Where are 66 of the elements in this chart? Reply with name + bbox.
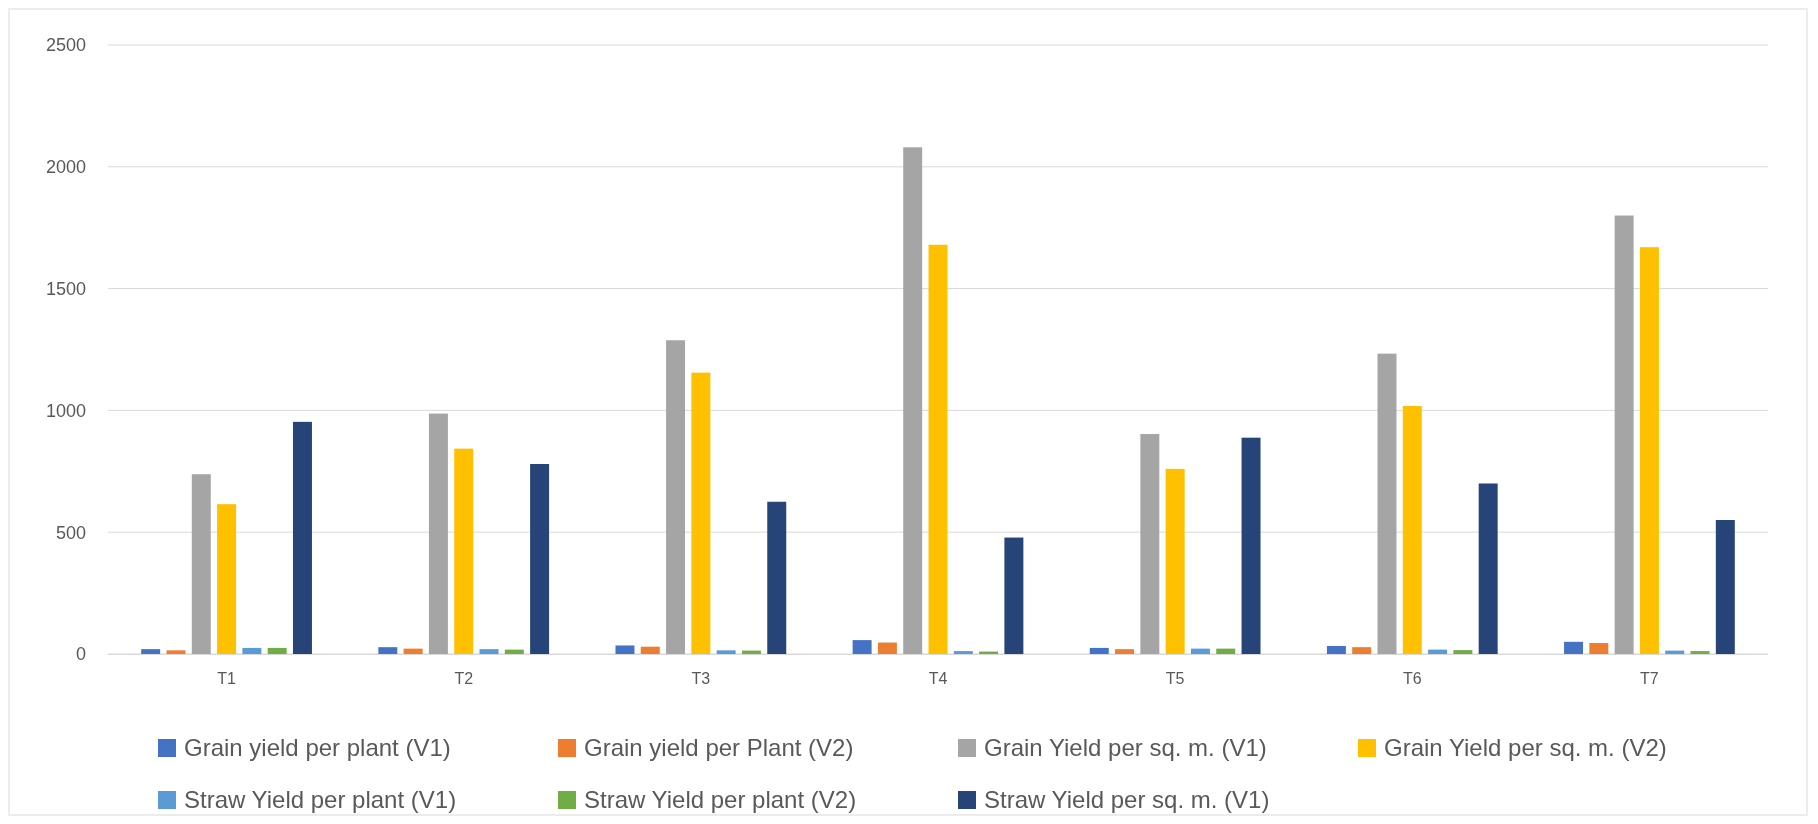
bar	[166, 650, 186, 654]
legend-label: Grain yield per plant (V1)	[184, 734, 451, 762]
bar	[1639, 247, 1659, 654]
bar	[1216, 648, 1236, 654]
legend-label: Grain Yield per sq. m. (V2)	[1384, 734, 1667, 762]
legend-label: Grain yield per Plant (V2)	[584, 734, 854, 762]
bar	[666, 340, 686, 654]
bar	[953, 651, 973, 654]
bar	[1089, 647, 1109, 654]
bar	[403, 648, 423, 654]
bar	[1241, 437, 1261, 654]
legend-label: Straw Yield per plant (V1)	[184, 786, 457, 814]
bar	[378, 647, 398, 654]
bar	[1614, 215, 1634, 654]
bar	[767, 501, 787, 654]
bar	[428, 413, 448, 654]
y-tick-label: 1000	[45, 400, 86, 421]
bar	[615, 645, 635, 654]
bar	[1140, 434, 1160, 654]
y-tick-label: 2500	[45, 35, 86, 56]
bar	[1165, 468, 1185, 654]
x-tick-label: T4	[928, 670, 948, 687]
x-tick-label: T7	[1640, 670, 1659, 687]
y-tick-label: 1500	[45, 278, 86, 299]
bar	[1453, 650, 1473, 654]
bar	[1115, 649, 1135, 654]
y-tick-label: 2000	[45, 157, 86, 178]
x-tick-label: T6	[1402, 670, 1422, 687]
bar	[191, 474, 211, 654]
bar	[530, 463, 550, 654]
bar	[1326, 645, 1346, 654]
bar	[242, 647, 262, 654]
bar	[292, 421, 312, 654]
bar	[903, 147, 923, 654]
bar	[1690, 651, 1710, 654]
bar	[454, 448, 474, 654]
legend-label: Straw Yield per plant (V2)	[584, 786, 857, 814]
x-tick-label: T3	[691, 670, 711, 687]
bar	[504, 649, 524, 654]
bar	[1564, 641, 1584, 654]
legend-label: Straw Yield per sq. m. (V1)	[984, 786, 1270, 814]
bar	[928, 244, 948, 654]
bar	[852, 640, 872, 654]
y-tick-label: 500	[55, 522, 86, 543]
bar	[217, 504, 237, 654]
bar	[1715, 520, 1735, 654]
x-tick-label: T5	[1165, 670, 1185, 687]
x-tick-label: T2	[454, 670, 474, 687]
bar	[1402, 406, 1422, 654]
bar	[691, 372, 711, 654]
legend-label: Grain Yield per sq. m. (V1)	[984, 734, 1267, 762]
bar	[1352, 647, 1372, 654]
bar	[267, 647, 287, 654]
bar	[1377, 353, 1397, 654]
x-tick-label: T1	[217, 670, 237, 687]
bar	[1004, 537, 1024, 654]
bar	[1589, 643, 1609, 654]
y-tick-label: 0	[75, 644, 86, 665]
bar	[640, 646, 660, 654]
bar	[716, 650, 736, 654]
bar	[1190, 648, 1210, 654]
bar	[479, 649, 499, 654]
bar	[1428, 649, 1448, 654]
bar	[1478, 483, 1498, 654]
bar	[877, 642, 897, 654]
bar	[141, 649, 161, 654]
